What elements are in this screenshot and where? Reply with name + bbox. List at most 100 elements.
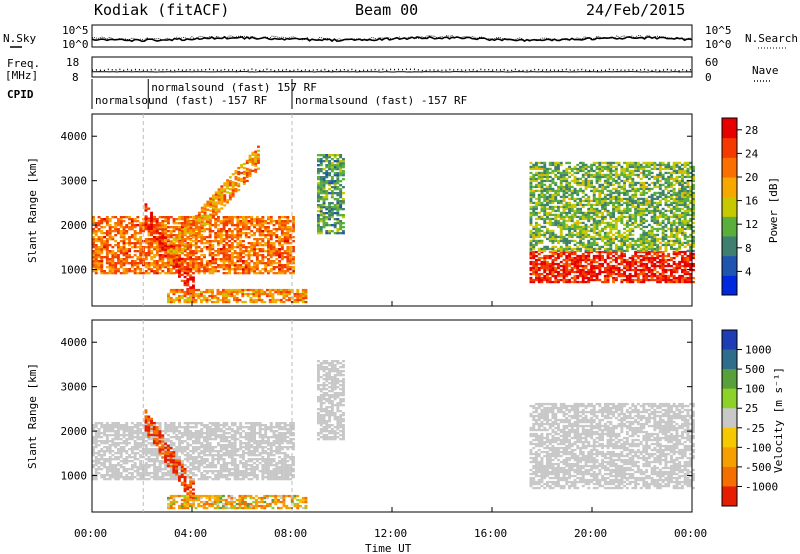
power-cell: [286, 256, 289, 258]
power-cell: [209, 206, 212, 208]
power-cell: [331, 212, 334, 214]
power-cell: [225, 272, 228, 274]
power-cell: [598, 246, 601, 248]
power-cell: [687, 210, 690, 212]
power-cell: [125, 258, 128, 260]
power-cell: [574, 263, 577, 265]
power-cell: [267, 248, 270, 250]
power-cell: [659, 275, 662, 277]
power-cell: [543, 275, 546, 277]
power-cell: [125, 270, 128, 272]
power-cell: [208, 299, 211, 301]
power-cell: [587, 204, 590, 206]
power-cell: [560, 246, 563, 248]
power-cell: [557, 253, 560, 255]
power-cell: [609, 250, 612, 252]
power-cell: [637, 214, 640, 216]
power-cell: [245, 268, 248, 270]
power-cell: [342, 164, 345, 166]
power-cell: [178, 297, 181, 299]
power-cell: [134, 242, 137, 244]
power-cell: [549, 196, 552, 198]
power-cell: [235, 176, 238, 178]
power-cell: [256, 218, 259, 220]
power-cell: [117, 220, 120, 222]
power-cell: [100, 250, 103, 252]
power-cell: [200, 301, 203, 303]
power-cell: [249, 159, 252, 161]
power-cell: [593, 188, 596, 190]
power-cell: [579, 170, 582, 172]
power-cell: [325, 208, 328, 210]
power-cell: [532, 246, 535, 248]
power-cell: [571, 220, 574, 222]
power-cell: [201, 225, 204, 227]
power-cell: [235, 184, 238, 186]
power-cell: [587, 202, 590, 204]
power-cell: [95, 234, 98, 236]
power-cell: [612, 277, 615, 279]
power-cell: [286, 222, 289, 224]
power-cell: [546, 172, 549, 174]
power-cell: [123, 262, 126, 264]
power-cell: [549, 238, 552, 240]
power-cell: [283, 293, 286, 295]
power-cell: [225, 230, 228, 232]
power-cell: [331, 210, 334, 212]
power-cell: [233, 295, 236, 297]
power-cell: [173, 257, 176, 259]
power-cell: [189, 244, 192, 246]
power-cell: [554, 279, 557, 281]
power-cell: [201, 207, 204, 209]
power-cell: [629, 275, 632, 277]
power-cell: [645, 248, 648, 250]
power-cell: [618, 178, 621, 180]
power-cell: [134, 236, 137, 238]
power-cell: [612, 214, 615, 216]
power-cell: [250, 266, 253, 268]
power-cell: [223, 268, 226, 270]
power-cell: [620, 198, 623, 200]
power-cell: [187, 232, 190, 234]
power-cell: [131, 246, 134, 248]
power-cell: [684, 216, 687, 218]
power-cell: [535, 180, 538, 182]
power-cell: [131, 224, 134, 226]
power-cell: [156, 218, 159, 220]
power-cell: [120, 246, 123, 248]
power-cell: [620, 275, 623, 277]
power-cell: [582, 255, 585, 257]
power-cell: [653, 248, 656, 250]
power-cell: [582, 196, 585, 198]
power-cell: [242, 216, 245, 218]
power-cell: [554, 170, 557, 172]
power-cell: [530, 253, 533, 255]
power-cell: [281, 244, 284, 246]
power-cell: [192, 224, 195, 226]
power-cell: [117, 268, 120, 270]
power-cell: [673, 253, 676, 255]
power-cell: [659, 248, 662, 250]
power-cell: [554, 271, 557, 273]
power-cell: [328, 164, 331, 166]
power-cell: [328, 172, 331, 174]
power-cell: [640, 224, 643, 226]
power-cell: [98, 224, 101, 226]
power-cell: [98, 256, 101, 258]
power-cell: [631, 269, 634, 271]
power-cell: [161, 264, 164, 266]
power-cell: [629, 234, 632, 236]
power-cell: [587, 170, 590, 172]
power-cell: [217, 216, 220, 218]
power-cell: [549, 224, 552, 226]
power-cell: [576, 182, 579, 184]
power-cell: [568, 182, 571, 184]
power-cell: [604, 216, 607, 218]
power-cell: [109, 228, 112, 230]
power-cell: [576, 250, 579, 252]
power-cell: [587, 174, 590, 176]
power-cell: [563, 265, 566, 267]
power-cell: [593, 273, 596, 275]
power-cell: [317, 220, 320, 222]
power-cell: [283, 291, 286, 293]
